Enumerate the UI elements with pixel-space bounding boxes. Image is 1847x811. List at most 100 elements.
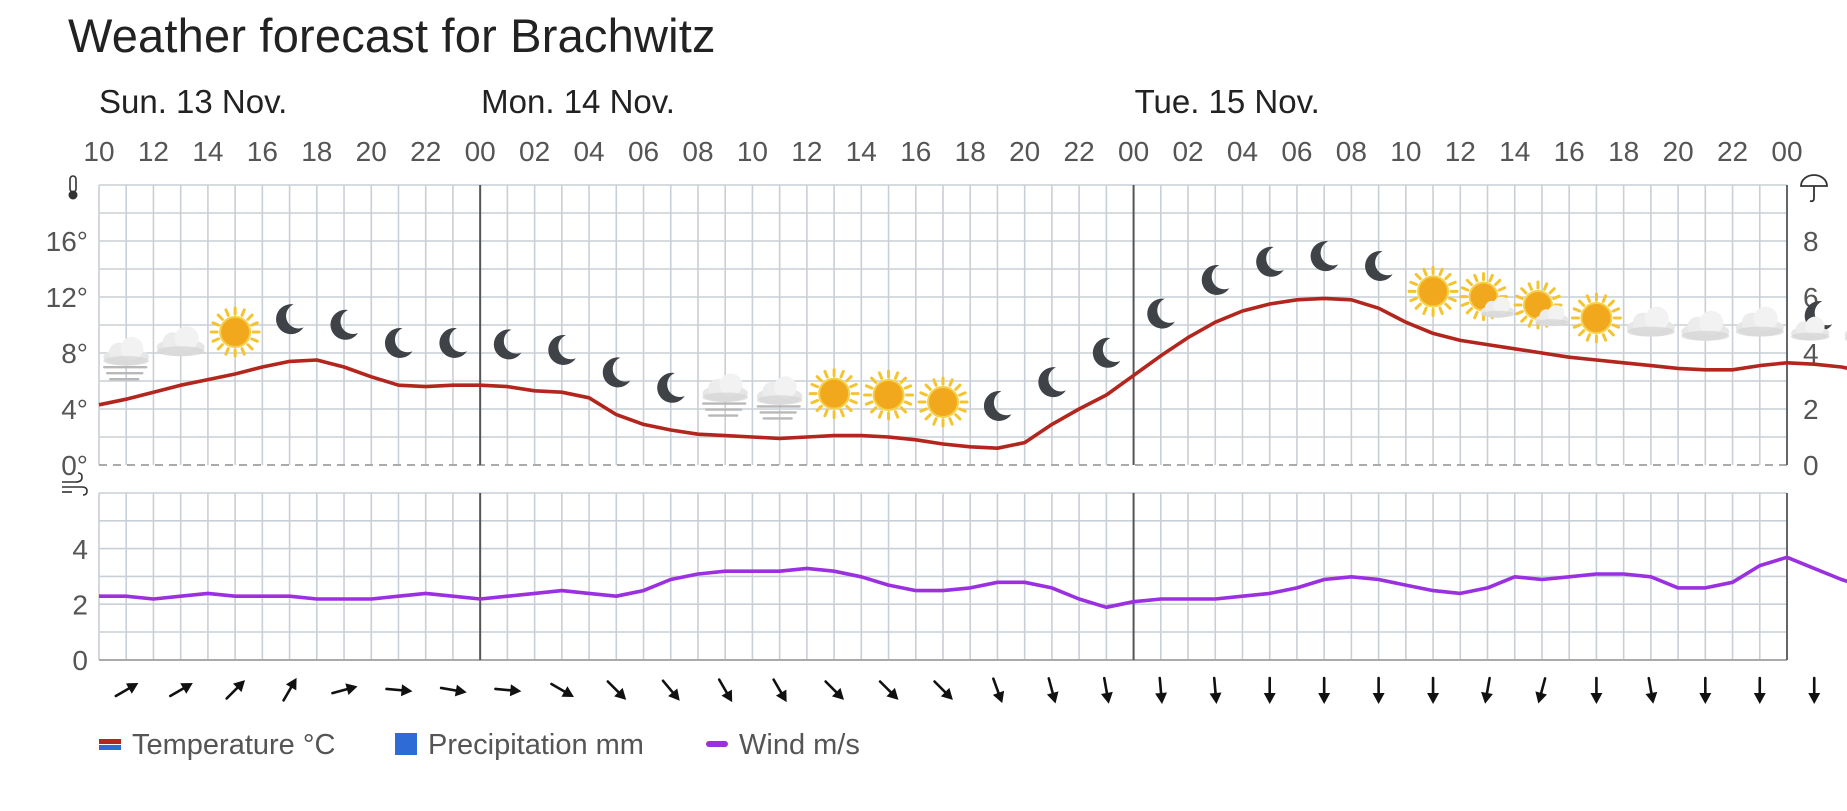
hour-label: 22 bbox=[1064, 136, 1095, 167]
precip-axis-tick: 8 bbox=[1803, 226, 1819, 257]
temperature-line bbox=[98, 296, 1847, 450]
hour-label: 08 bbox=[682, 136, 713, 167]
fog-icon bbox=[756, 376, 803, 420]
temp-axis-tick: 16° bbox=[46, 226, 88, 257]
hour-label: 22 bbox=[1717, 136, 1748, 167]
sun-icon bbox=[863, 369, 915, 421]
legend-swatch-temperature bbox=[99, 739, 121, 744]
wind-direction-arrow bbox=[494, 684, 522, 697]
day-label: Sun. 13 Nov. bbox=[99, 83, 287, 120]
hour-label: 20 bbox=[1663, 136, 1694, 167]
moon-icon bbox=[330, 309, 359, 340]
cloud-icon bbox=[1681, 310, 1730, 341]
wind-direction-arrow bbox=[385, 684, 413, 697]
hour-label: 08 bbox=[1336, 136, 1367, 167]
hour-label: 10 bbox=[83, 136, 114, 167]
temp-axis-tick: 12° bbox=[46, 282, 88, 313]
wind-direction-arrow bbox=[1481, 676, 1493, 704]
sun-icon bbox=[917, 376, 969, 428]
moon-icon bbox=[548, 334, 576, 365]
cloud-icon bbox=[156, 326, 205, 357]
wind-direction-arrow bbox=[1046, 677, 1059, 704]
sun-icon bbox=[808, 368, 860, 420]
hour-label: 12 bbox=[138, 136, 169, 167]
moon-icon bbox=[1038, 367, 1066, 398]
cloud-icon bbox=[1735, 306, 1784, 337]
legend-label: Temperature °C bbox=[132, 729, 335, 761]
wind-direction-arrow bbox=[1808, 676, 1821, 704]
day-label: Mon. 14 Nov. bbox=[481, 83, 675, 120]
hour-label: 16 bbox=[247, 136, 278, 167]
hour-label: 14 bbox=[846, 136, 877, 167]
thermometer-icon bbox=[68, 175, 78, 200]
sun-cloud-icon bbox=[1513, 280, 1569, 330]
moon-icon bbox=[983, 390, 1012, 421]
moon-icon bbox=[276, 304, 304, 335]
moon-icon bbox=[1256, 246, 1284, 277]
wind-direction-arrow bbox=[1372, 676, 1385, 704]
hour-label: 14 bbox=[1499, 136, 1530, 167]
moon-icon bbox=[439, 327, 467, 358]
wind-direction-arrow bbox=[1699, 676, 1712, 704]
wind-direction-arrow bbox=[1155, 676, 1168, 704]
moon-icon bbox=[1092, 337, 1121, 368]
legend-label: Wind m/s bbox=[739, 729, 860, 761]
wind-direction-arrow bbox=[1263, 676, 1276, 704]
wind-line bbox=[99, 555, 1847, 610]
wind-direction-arrow bbox=[1590, 676, 1603, 704]
hour-label: 20 bbox=[356, 136, 387, 167]
wind-direction-arrow bbox=[824, 680, 844, 700]
moon-icon bbox=[1147, 298, 1175, 329]
hour-label: 18 bbox=[1608, 136, 1639, 167]
day-label: Tue. 15 Nov. bbox=[1135, 83, 1320, 120]
hour-label: 00 bbox=[1771, 136, 1802, 167]
wind-direction-arrow bbox=[717, 678, 733, 703]
wind-direction-arrow bbox=[992, 677, 1005, 704]
wind-axis-tick: 4 bbox=[72, 534, 88, 565]
fog-icon bbox=[103, 337, 150, 381]
hour-label: 18 bbox=[301, 136, 332, 167]
hour-label: 16 bbox=[1554, 136, 1585, 167]
wind-axis-tick: 0 bbox=[72, 645, 88, 676]
wind-direction-arrow bbox=[439, 684, 467, 697]
hour-label: 00 bbox=[465, 136, 496, 167]
moon-cloud-icon bbox=[1791, 300, 1833, 341]
wind-direction-arrow bbox=[1100, 676, 1113, 704]
hour-label: 02 bbox=[519, 136, 550, 167]
legend-label: Precipitation mm bbox=[428, 729, 644, 761]
cloud-icon bbox=[1844, 330, 1847, 341]
hour-label: 04 bbox=[1227, 136, 1258, 167]
sun-icon bbox=[209, 306, 261, 358]
hour-label: 14 bbox=[192, 136, 223, 167]
hour-label: 10 bbox=[1390, 136, 1421, 167]
temp-axis-tick: 4° bbox=[61, 394, 88, 425]
hour-label: 16 bbox=[900, 136, 931, 167]
hour-label: 10 bbox=[737, 136, 768, 167]
precip-axis-tick: 4 bbox=[1803, 338, 1819, 369]
wind-direction-arrow bbox=[606, 680, 627, 700]
moon-icon bbox=[1310, 241, 1339, 272]
wind-direction-arrow bbox=[550, 682, 574, 697]
moon-icon bbox=[493, 329, 522, 360]
wind-direction-arrow bbox=[933, 680, 953, 700]
moon-icon bbox=[1201, 264, 1230, 295]
moon-icon bbox=[657, 372, 685, 403]
temp-axis-tick: 8° bbox=[61, 338, 88, 369]
sun-cloud-icon bbox=[1459, 272, 1515, 322]
fog-icon bbox=[701, 373, 748, 417]
sun-icon bbox=[1407, 265, 1459, 317]
legend-swatch-temperature-cold bbox=[99, 745, 121, 750]
hour-label: 12 bbox=[791, 136, 822, 167]
hour-label: 06 bbox=[628, 136, 659, 167]
wind-icon bbox=[62, 472, 88, 496]
wind-axis-tick: 2 bbox=[72, 590, 88, 621]
wind-direction-arrow bbox=[661, 679, 680, 701]
wind-direction-arrow bbox=[878, 680, 899, 700]
wind-direction-arrow bbox=[1645, 676, 1658, 704]
cloud-icon bbox=[1626, 306, 1675, 337]
moon-icon bbox=[602, 357, 631, 388]
hour-label: 20 bbox=[1009, 136, 1040, 167]
wind-direction-arrow bbox=[225, 680, 246, 700]
hour-label: 04 bbox=[573, 136, 604, 167]
